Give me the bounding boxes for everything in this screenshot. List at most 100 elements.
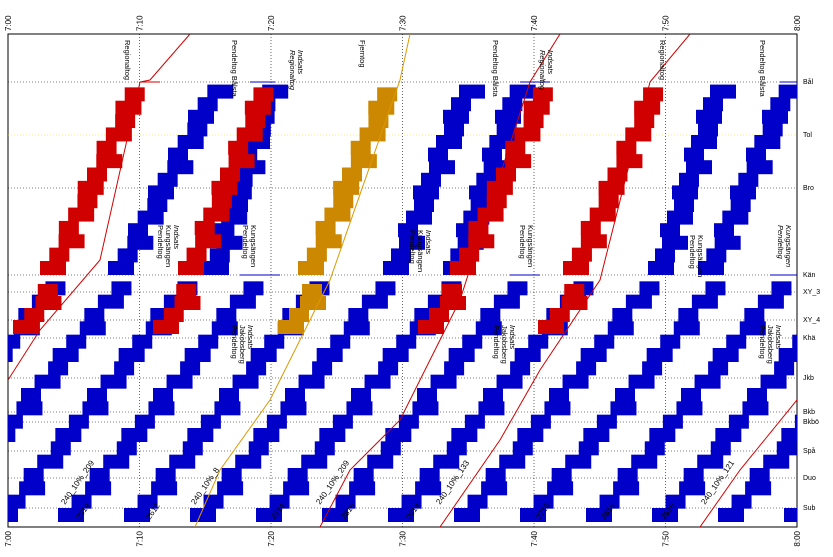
train-block xyxy=(784,508,797,522)
train-block xyxy=(607,321,634,336)
time-label-bottom: 8:00 xyxy=(793,530,802,546)
train-block xyxy=(625,127,652,142)
train-block xyxy=(37,284,58,298)
train-block xyxy=(816,468,833,482)
train-label: Pendeltog xyxy=(230,325,239,359)
train-block xyxy=(576,361,597,376)
train-block xyxy=(594,334,615,349)
train-block xyxy=(388,508,414,522)
train-label: Pendeltog xyxy=(688,235,697,269)
train-block xyxy=(517,428,544,442)
train-block xyxy=(342,167,362,182)
train-block xyxy=(532,87,553,102)
train-block xyxy=(760,374,787,389)
train-block xyxy=(155,468,176,482)
train-block xyxy=(147,198,168,212)
train-block xyxy=(770,97,791,112)
train-path xyxy=(439,34,691,527)
train-block xyxy=(454,508,480,522)
train-block xyxy=(203,494,224,509)
train-block xyxy=(678,308,699,322)
train-block xyxy=(549,388,569,402)
train-block xyxy=(103,454,130,469)
train-block xyxy=(0,441,5,455)
train-block xyxy=(235,454,262,469)
train-block xyxy=(730,185,756,200)
train-block xyxy=(583,428,610,442)
train-block xyxy=(496,374,523,389)
train-block xyxy=(415,481,442,496)
train-block xyxy=(194,220,215,235)
train-block xyxy=(451,428,478,442)
train-block xyxy=(190,508,216,522)
train-block xyxy=(509,84,536,99)
train-block xyxy=(8,334,21,349)
train-block xyxy=(639,281,660,296)
train-block xyxy=(219,388,239,402)
train-block xyxy=(214,401,241,416)
train-block xyxy=(8,348,13,362)
train-block xyxy=(459,247,480,262)
train-block xyxy=(108,261,134,275)
train-block xyxy=(706,248,727,263)
train-block xyxy=(35,296,62,310)
train-block xyxy=(116,441,137,456)
train-block xyxy=(37,454,64,469)
train-block xyxy=(301,454,328,469)
train-label: Kungsängen xyxy=(784,225,793,267)
train-block xyxy=(507,281,528,296)
train-block xyxy=(714,223,734,238)
train-block xyxy=(705,281,726,296)
train-block xyxy=(728,414,749,429)
train-block xyxy=(493,294,520,309)
train-block xyxy=(578,441,599,456)
train-block xyxy=(710,441,731,456)
train-block xyxy=(414,198,434,212)
train-block xyxy=(616,154,643,169)
train-block xyxy=(330,334,351,349)
train-block xyxy=(359,127,386,142)
train-block xyxy=(77,180,104,195)
time-label-top: 7:00 xyxy=(4,15,13,31)
train-block xyxy=(672,185,698,200)
train-block xyxy=(380,441,401,456)
train-block xyxy=(512,441,533,456)
train-block xyxy=(744,308,765,322)
train-block xyxy=(722,210,749,225)
train-block xyxy=(697,454,724,469)
train-block xyxy=(367,454,394,469)
train-block xyxy=(332,414,353,429)
train-block xyxy=(499,454,526,469)
train-label: Kungsängen xyxy=(526,225,535,267)
train-label: Kungsängen xyxy=(416,230,425,272)
train-label: Pendeltog xyxy=(492,325,501,359)
train-block xyxy=(186,247,207,262)
train-block xyxy=(253,428,280,442)
train-block xyxy=(383,261,409,275)
train-block xyxy=(50,441,71,456)
train-block xyxy=(481,481,508,496)
train-block xyxy=(446,441,467,456)
train-block xyxy=(361,294,388,309)
train-block xyxy=(520,508,546,522)
train-block xyxy=(495,109,521,124)
train-block xyxy=(245,114,266,129)
train-block xyxy=(533,494,554,509)
train-block xyxy=(771,281,792,296)
train-block xyxy=(739,321,766,336)
train-block xyxy=(8,508,18,522)
time-label-bottom: 7:30 xyxy=(399,530,408,546)
station-label: Tol xyxy=(803,132,812,139)
train-block xyxy=(115,100,142,115)
train-block xyxy=(137,494,158,509)
train-block xyxy=(49,247,70,262)
train-block xyxy=(485,468,506,482)
train-block xyxy=(514,127,541,142)
train-block xyxy=(523,114,544,129)
train-block xyxy=(660,334,681,349)
train-block xyxy=(448,348,475,362)
station-label: Kän xyxy=(803,272,816,279)
train-label: Indsats xyxy=(296,50,305,74)
station-label: Bro xyxy=(803,185,814,192)
train-block xyxy=(468,220,489,235)
